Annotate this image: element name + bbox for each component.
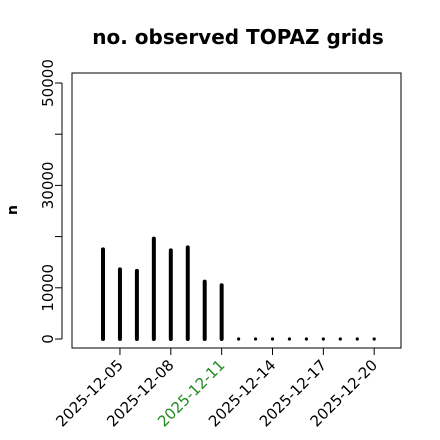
bar-zero-point [304, 337, 308, 341]
y-tick-label: 10000 [39, 264, 57, 312]
bar-zero-point [355, 337, 359, 341]
chart-title: no. observed TOPAZ grids [92, 25, 383, 49]
bar-zero-point [270, 337, 275, 341]
bar-zero-point [237, 337, 241, 341]
y-axis-label: n [5, 205, 21, 215]
bar-zero-point [253, 337, 258, 341]
bar-zero-point [287, 337, 292, 341]
y-tick-label: 50000 [39, 59, 57, 107]
bar-zero-point [372, 337, 376, 341]
x-axis: 2025-12-052025-12-082025-12-112025-12-14… [52, 347, 381, 430]
bars-group [101, 236, 376, 341]
y-tick-label: 0 [39, 334, 57, 344]
y-tick-label: 30000 [39, 162, 57, 210]
bar-zero-point [338, 337, 342, 341]
y-axis: 0 10000 30000 50000 [39, 59, 63, 344]
bar-zero-point [321, 337, 325, 341]
